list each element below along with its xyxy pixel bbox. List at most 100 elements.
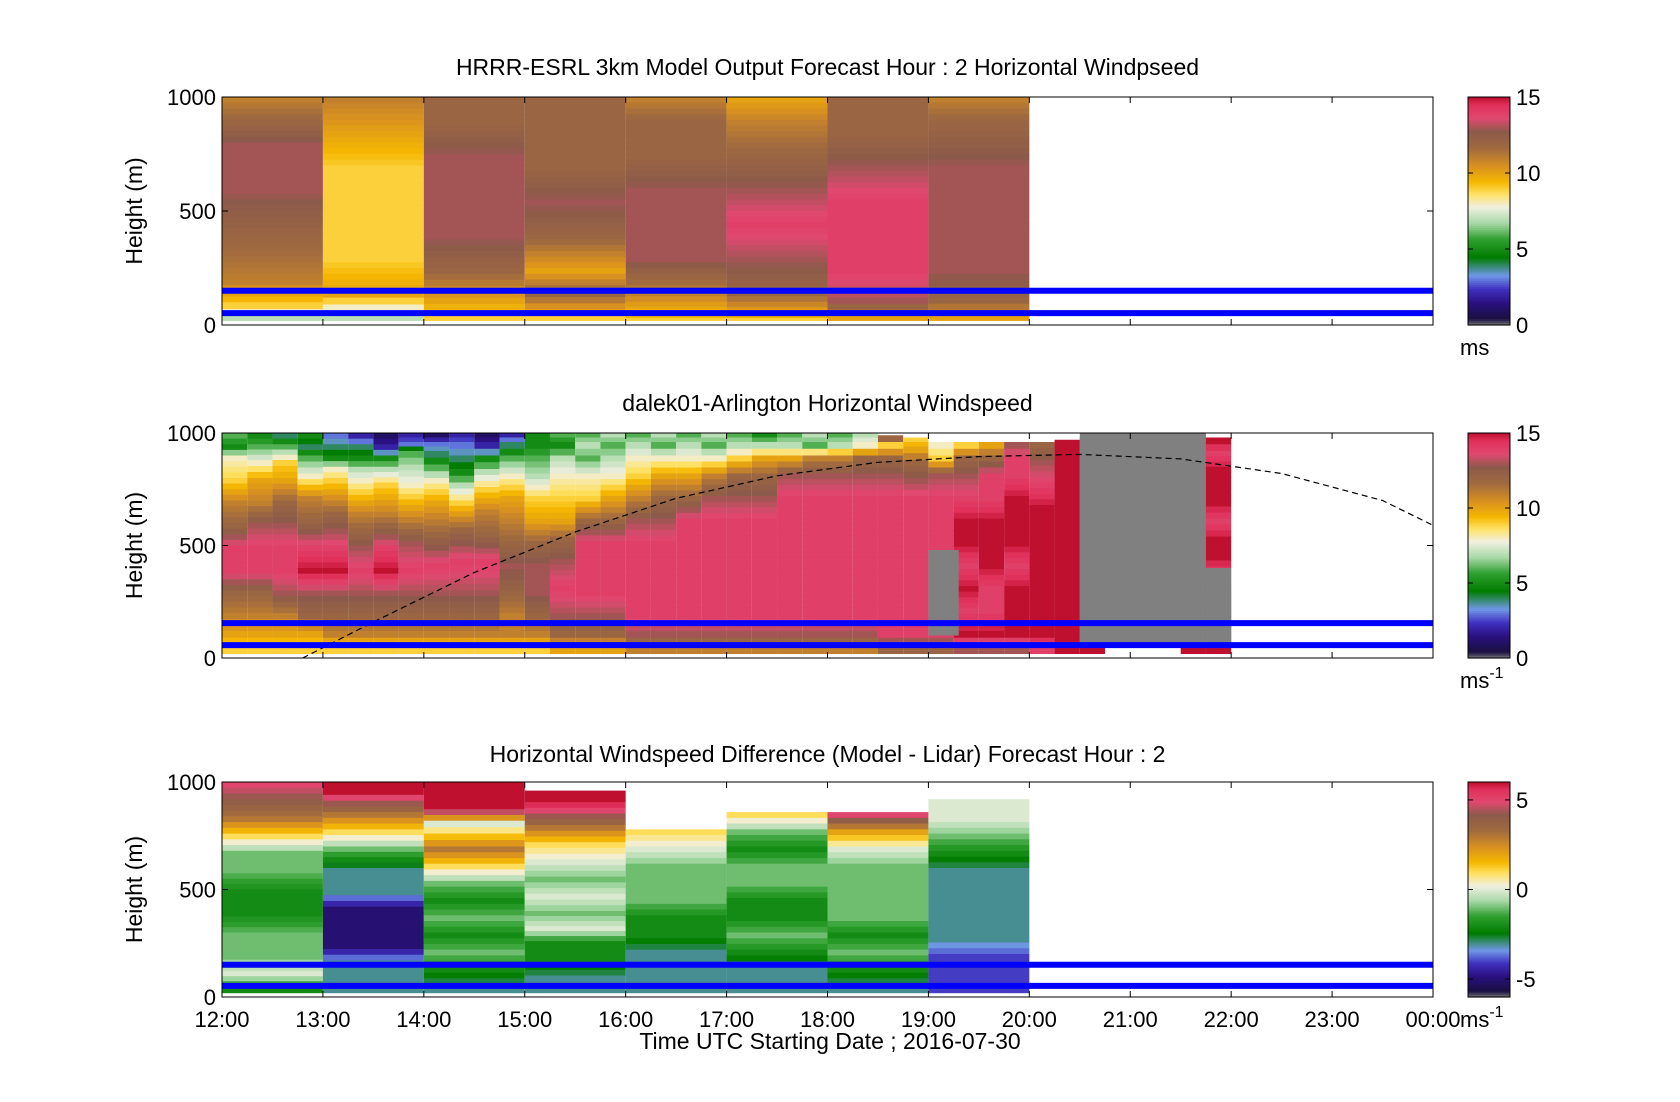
colorbar-swatch (1468, 534, 1510, 537)
heatmap-cell (802, 501, 828, 508)
colorbar-swatch (1468, 264, 1510, 267)
colorbar-swatch (1468, 586, 1510, 590)
chart-title: Horizontal Windspeed Difference (Model -… (490, 741, 1166, 767)
heatmap-cell (474, 631, 500, 639)
heatmap-cell (903, 478, 929, 485)
heatmap-cell (524, 239, 626, 246)
heatmap-cell (575, 433, 601, 438)
heatmap-cell (524, 574, 550, 581)
colorbar-unit-exponent: -1 (1489, 1004, 1503, 1021)
colorbar-swatch (1468, 575, 1510, 578)
heatmap-cell (953, 625, 979, 632)
heatmap-cell (322, 857, 424, 864)
heatmap-cell (625, 590, 651, 597)
heatmap-cell (524, 262, 626, 269)
heatmap-cell (1205, 536, 1232, 543)
heatmap-cell (322, 931, 424, 939)
colorbar-swatch (1468, 433, 1510, 436)
heatmap-cell (1054, 545, 1080, 552)
heatmap-cell (272, 449, 298, 456)
heatmap-cell (348, 511, 374, 518)
colorbar-tick-label: 0 (1516, 878, 1528, 903)
heatmap-cell (600, 484, 626, 491)
colorbar-swatch (1468, 296, 1510, 299)
heatmap-cell (1004, 574, 1030, 581)
heatmap-cell (802, 455, 828, 462)
colorbar-swatch (1468, 451, 1510, 455)
heatmap-cell (625, 966, 727, 974)
heatmap-cell (423, 579, 450, 586)
heatmap-cell (524, 649, 550, 654)
heatmap-cell (827, 649, 853, 654)
heatmap-cell (726, 159, 828, 166)
heatmap-cell (524, 836, 626, 843)
heatmap-cell (1004, 529, 1030, 536)
heatmap-cell (1029, 631, 1055, 639)
heatmap-cell (802, 625, 828, 632)
heatmap-cell (676, 596, 702, 603)
heatmap-cell (348, 649, 374, 654)
heatmap-cell (297, 433, 323, 440)
heatmap-cell (701, 437, 727, 443)
heatmap-cell (373, 584, 399, 591)
heatmap-cell (726, 625, 752, 632)
heatmap-cell (726, 239, 828, 246)
heatmap-cell (222, 273, 323, 280)
heatmap-cell (449, 584, 475, 591)
colorbar-swatch (1468, 975, 1510, 978)
heatmap-cell (701, 590, 727, 597)
heatmap-cell (322, 926, 424, 933)
colorbar-swatch (1468, 485, 1510, 488)
heatmap-cell (953, 631, 979, 639)
heatmap-cell (348, 596, 374, 603)
heatmap-cell (348, 613, 374, 620)
heatmap-cell (474, 613, 500, 620)
heatmap-cell (625, 846, 727, 853)
heatmap-cell (322, 601, 349, 608)
heatmap-cell (903, 637, 929, 645)
heatmap-cell (373, 438, 399, 445)
heatmap-cell (877, 541, 904, 548)
heatmap-cell (650, 613, 677, 620)
heatmap-cell (222, 911, 323, 917)
heatmap-cell (222, 315, 323, 321)
heatmap-cell (449, 607, 475, 614)
heatmap-cell (272, 637, 298, 645)
colorbar-swatch (1468, 483, 1510, 487)
heatmap-cell (777, 448, 803, 456)
heatmap-cell (423, 446, 450, 452)
heatmap-cell (398, 505, 424, 512)
heatmap-cell (928, 954, 1030, 961)
heatmap-cell (625, 955, 727, 962)
heatmap-cell (524, 512, 550, 519)
heatmap-cell (524, 154, 626, 161)
heatmap-cell (650, 524, 677, 531)
colorbar-swatch (1468, 218, 1510, 222)
heatmap-cell (852, 590, 878, 597)
heatmap-cell (423, 787, 525, 794)
heatmap-cell (953, 507, 979, 514)
heatmap-cell (398, 535, 424, 542)
heatmap-cell (322, 556, 349, 563)
heatmap-cell (398, 499, 424, 506)
colorbar-swatch (1468, 205, 1510, 208)
heatmap-cell (524, 479, 550, 486)
heatmap-cell (524, 136, 626, 144)
heatmap-cell (222, 125, 323, 132)
heatmap-cell (373, 590, 399, 597)
heatmap-cell (751, 467, 778, 474)
heatmap-cell (726, 590, 752, 597)
heatmap-cell (322, 906, 424, 914)
heatmap-cell (222, 449, 248, 456)
y-tick-label: 500 (179, 199, 216, 224)
colorbar-swatch (1468, 127, 1510, 130)
colorbar-swatch (1468, 464, 1510, 468)
heatmap-cell (676, 467, 702, 474)
heatmap-cell (953, 557, 979, 564)
heatmap-cell (247, 631, 273, 639)
colorbar-swatch (1468, 810, 1510, 814)
heatmap-cell (222, 921, 323, 928)
heatmap-cell (297, 473, 323, 480)
heatmap-cell (1029, 499, 1055, 506)
heatmap-cell (827, 239, 929, 246)
